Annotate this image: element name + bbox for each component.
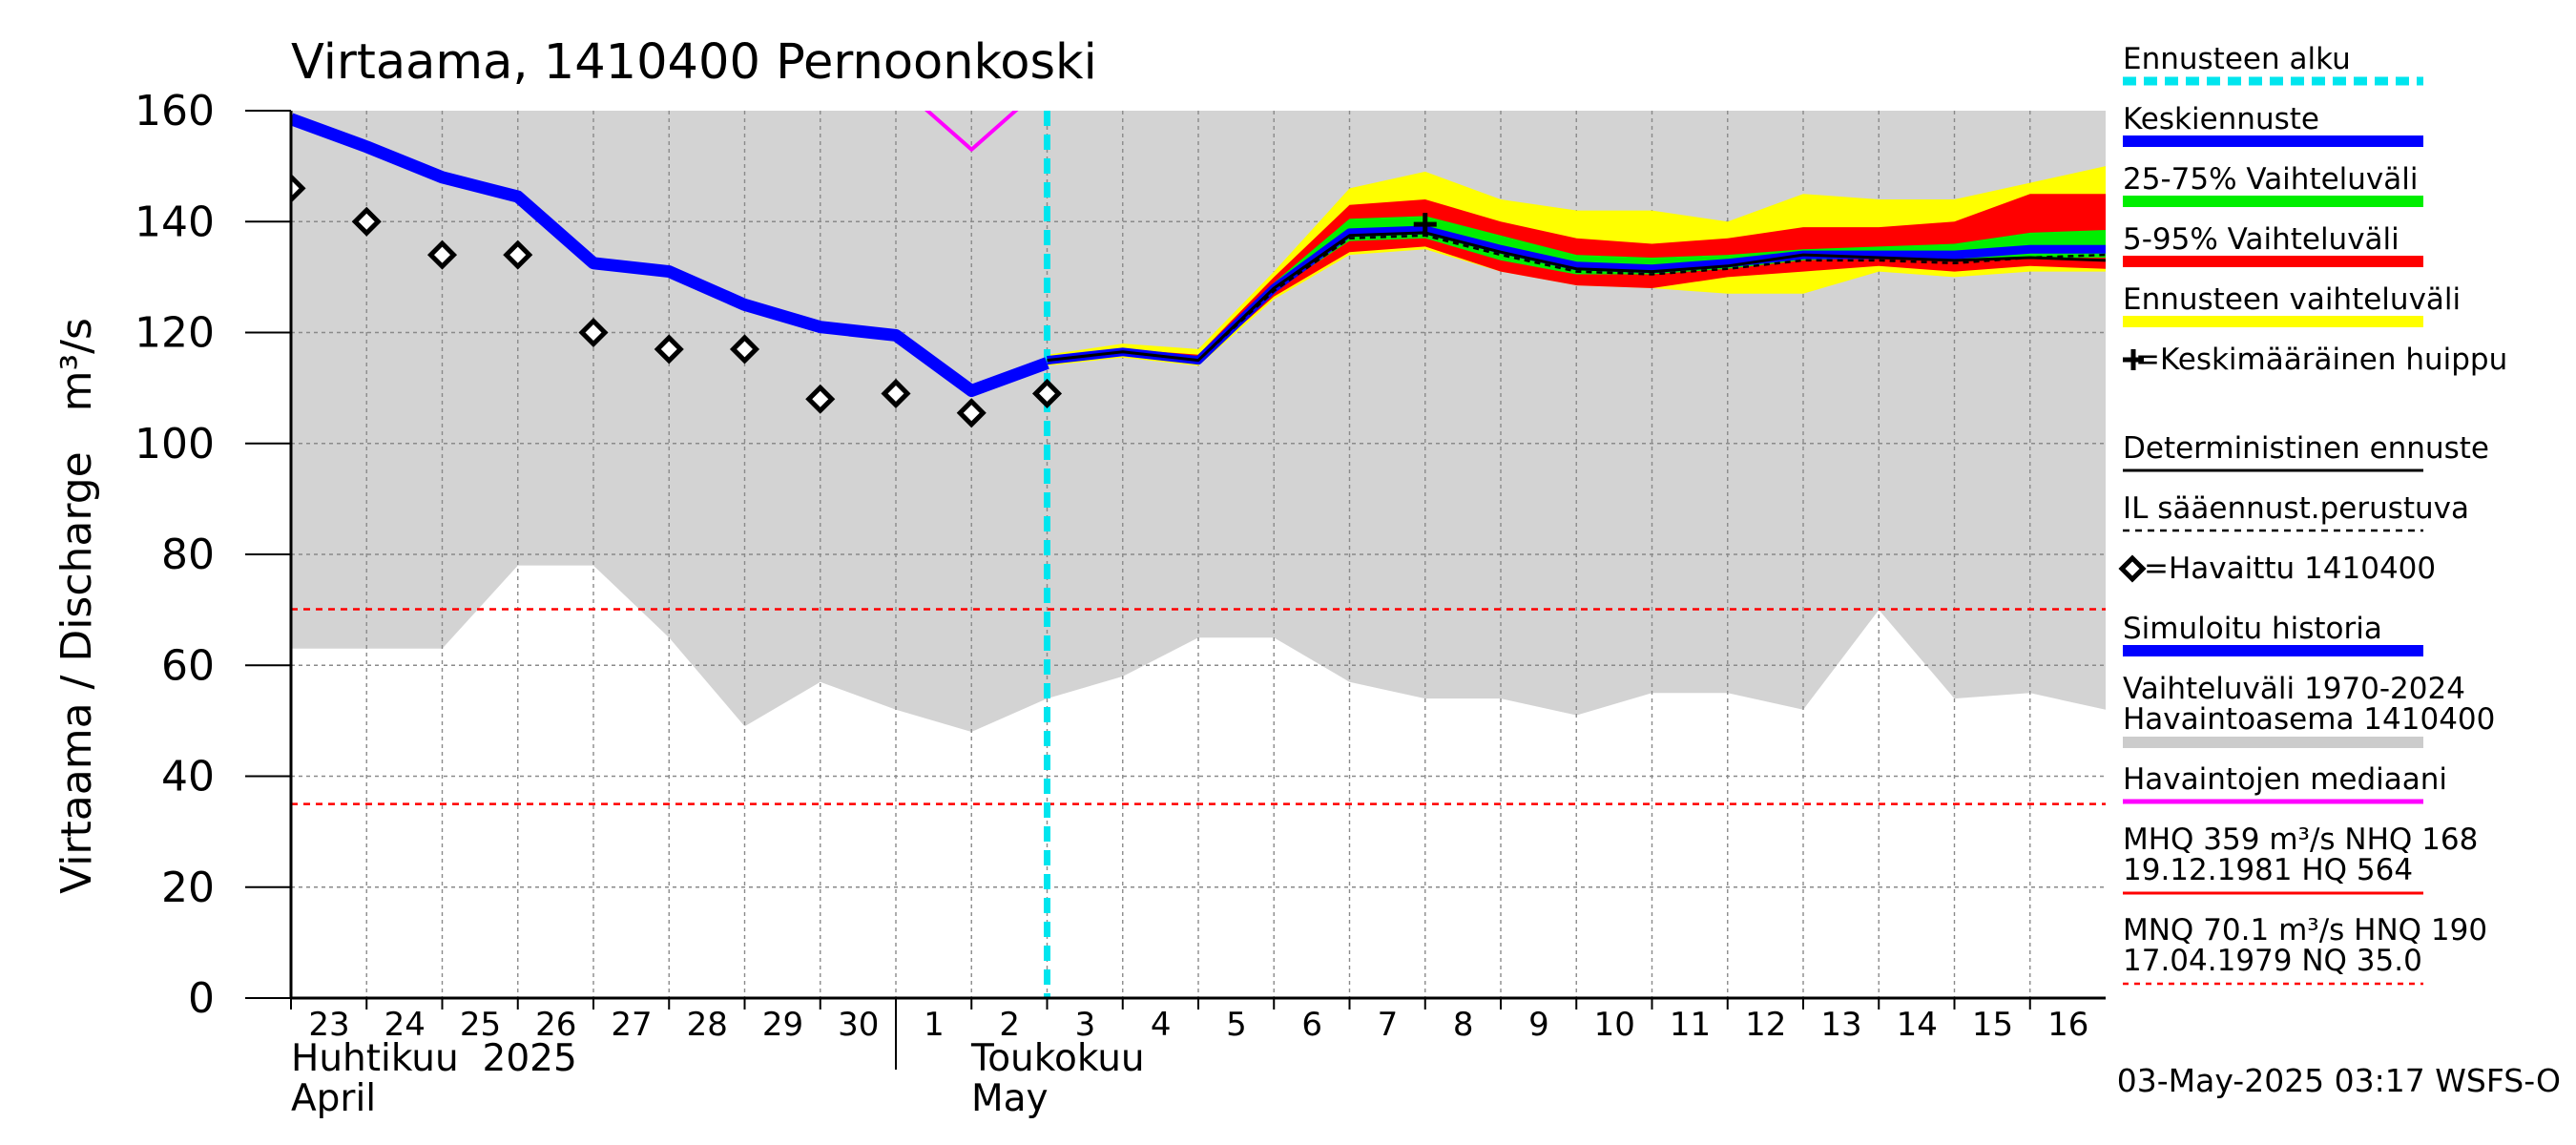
x-tick-label: 6 xyxy=(1301,1006,1322,1044)
x-tick-label: 26 xyxy=(535,1006,576,1044)
observed-point xyxy=(1031,378,1063,408)
observed-point xyxy=(805,384,836,414)
x-tick-label: 25 xyxy=(460,1006,501,1044)
x-tick-label: 1 xyxy=(924,1006,945,1044)
y-tick-label: 120 xyxy=(135,309,215,358)
x-tick-label: 4 xyxy=(1151,1006,1172,1044)
y-tick-label: 0 xyxy=(188,974,215,1023)
series-deterministinen-ennuste xyxy=(1047,231,2106,363)
observed-point xyxy=(503,239,533,270)
x-tick-label: 13 xyxy=(1820,1006,1861,1044)
footer-timestamp: 03-May-2025 03:17 WSFS-O xyxy=(2117,1062,2561,1099)
x-tick-label: 27 xyxy=(611,1006,652,1044)
chart-title: Virtaama, 1410400 Pernoonkoski xyxy=(291,34,1097,91)
legend-label-deterministinen: Deterministinen ennuste xyxy=(2123,431,2489,466)
band-5-95 xyxy=(1047,194,2106,364)
y-tick-label: 40 xyxy=(161,753,215,802)
x-tick-label: 28 xyxy=(687,1006,728,1044)
y-tick-label: 140 xyxy=(135,198,215,246)
observed-point xyxy=(578,317,609,348)
x-tick-label: 16 xyxy=(2047,1006,2088,1044)
legend-label-mnq: MNQ 70.1 m³/s HNQ 190 xyxy=(2123,913,2487,947)
x-tick-label: 15 xyxy=(1972,1006,2013,1044)
legend-peak-symbol xyxy=(2123,349,2144,370)
observed-point xyxy=(729,334,760,364)
observed-point xyxy=(291,173,306,203)
y-tick-label: 60 xyxy=(161,641,215,690)
x-tick-label: 3 xyxy=(1075,1006,1096,1044)
legend-label-huippu: =Keskimääräinen huippu xyxy=(2135,343,2507,377)
month-label-may-en: May xyxy=(971,1077,1049,1120)
x-tick-label: 30 xyxy=(838,1006,879,1044)
observed-point xyxy=(426,239,458,270)
legend-label2-vaihteluvali: Havaintoasema 1410400 xyxy=(2123,702,2495,737)
x-tick-label: 29 xyxy=(762,1006,803,1044)
legend-label-v25_75: 25-75% Vaihteluväli xyxy=(2123,162,2419,197)
series-havaintojen-mediaani xyxy=(924,111,1019,152)
legend-label-havaittu: =Havaittu 1410400 xyxy=(2144,552,2436,586)
series-il-s-ennust-perustuva xyxy=(1047,234,2106,362)
legend-label2-mnq: 17.04.1979 NQ 35.0 xyxy=(2123,944,2422,978)
x-tick-label: 12 xyxy=(1745,1006,1786,1044)
observed-point xyxy=(654,334,684,364)
legend-label-mhq: MHQ 359 m³/s NHQ 168 xyxy=(2123,822,2478,857)
x-tick-label: 9 xyxy=(1528,1006,1549,1044)
y-tick-label: 20 xyxy=(161,864,215,912)
legend-label-vaihteluvali: Vaihteluväli 1970-2024 xyxy=(2123,672,2465,706)
y-tick-label: 160 xyxy=(135,87,215,135)
month-label-april-fi: Huhtikuu 2025 xyxy=(291,1037,577,1080)
x-tick-label: 14 xyxy=(1897,1006,1938,1044)
month-label-april-en: April xyxy=(291,1077,376,1120)
legend-label2-mhq: 19.12.1981 HQ 564 xyxy=(2123,853,2413,887)
legend-label-mediaani: Havaintojen mediaani xyxy=(2123,762,2447,797)
legend-label-ennuste_vaihtelu: Ennusteen vaihteluväli xyxy=(2123,282,2461,317)
x-tick-label: 11 xyxy=(1670,1006,1711,1044)
plot-area xyxy=(291,111,2106,998)
x-tick-label: 7 xyxy=(1378,1006,1399,1044)
x-tick-label: 23 xyxy=(308,1006,349,1044)
x-tick-label: 5 xyxy=(1226,1006,1247,1044)
series-simuloitu-historia xyxy=(291,113,1049,397)
y-tick-label: 100 xyxy=(135,420,215,468)
observed-point xyxy=(881,378,911,408)
legend: Ennusteen alku Keskiennuste 25-75% Vaihtel… xyxy=(2118,42,2507,986)
y-axis-label: Virtaama / Discharge m³/s xyxy=(52,318,101,894)
month-label-may-fi: Toukokuu xyxy=(970,1037,1145,1080)
legend-observed-symbol xyxy=(2118,554,2147,583)
x-tick-label: 2 xyxy=(999,1006,1020,1044)
x-tick-label: 10 xyxy=(1594,1006,1635,1044)
legend-label-keskiennuste: Keskiennuste xyxy=(2123,102,2319,136)
peak-marker xyxy=(1413,213,1437,237)
plot-content xyxy=(291,111,2106,998)
legend-label-ennusteen_alku: Ennusteen alku xyxy=(2123,42,2351,76)
observed-point xyxy=(956,398,987,428)
x-tick-label: 24 xyxy=(384,1006,426,1044)
x-tick-label: 8 xyxy=(1453,1006,1474,1044)
y-tick-label: 80 xyxy=(161,531,215,579)
legend-label-il: IL sääennust.perustuva xyxy=(2123,491,2469,526)
observed-point xyxy=(351,206,382,237)
legend-label-v5_95: 5-95% Vaihteluväli xyxy=(2123,222,2399,257)
legend-label-simuloitu: Simuloitu historia xyxy=(2123,612,2382,646)
